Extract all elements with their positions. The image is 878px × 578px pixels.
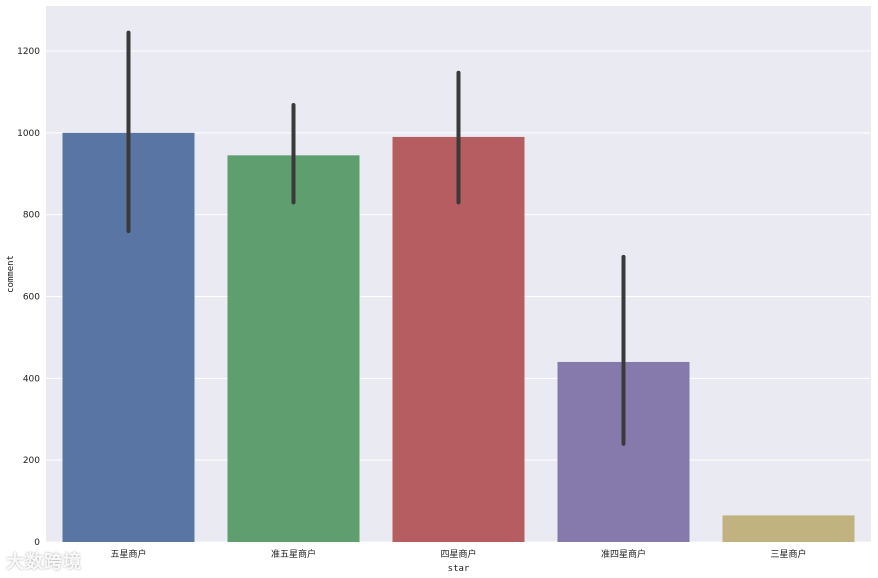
y-tick-label: 800 [23,211,40,221]
x-tick-label: 准四星商户 [601,548,646,560]
error-bars [126,30,626,446]
y-axis-ticks: 0 200 400 600 800 1000 1200 [17,47,40,548]
bar [227,155,360,542]
bar [392,136,525,542]
y-tick-label: 200 [23,456,40,466]
y-tick-label: 0 [34,538,40,548]
y-axis-label: comment [6,255,16,293]
x-tick-label: 准五星商户 [271,548,316,560]
y-tick-label: 1200 [17,47,40,57]
y-tick-label: 400 [23,374,40,384]
y-tick-label: 600 [23,293,40,303]
x-axis-ticks: 五星商户 准五星商户 四星商户 准四星商户 三星商户 [110,548,806,560]
x-tick-label: 四星商户 [440,548,476,560]
x-tick-label: 三星商户 [770,548,806,560]
watermark-logo: 大数跨境 [6,552,82,573]
y-tick-label: 1000 [17,129,40,139]
x-tick-label: 五星商户 [110,548,146,560]
bar [722,515,855,542]
x-axis-label: star [448,564,470,574]
